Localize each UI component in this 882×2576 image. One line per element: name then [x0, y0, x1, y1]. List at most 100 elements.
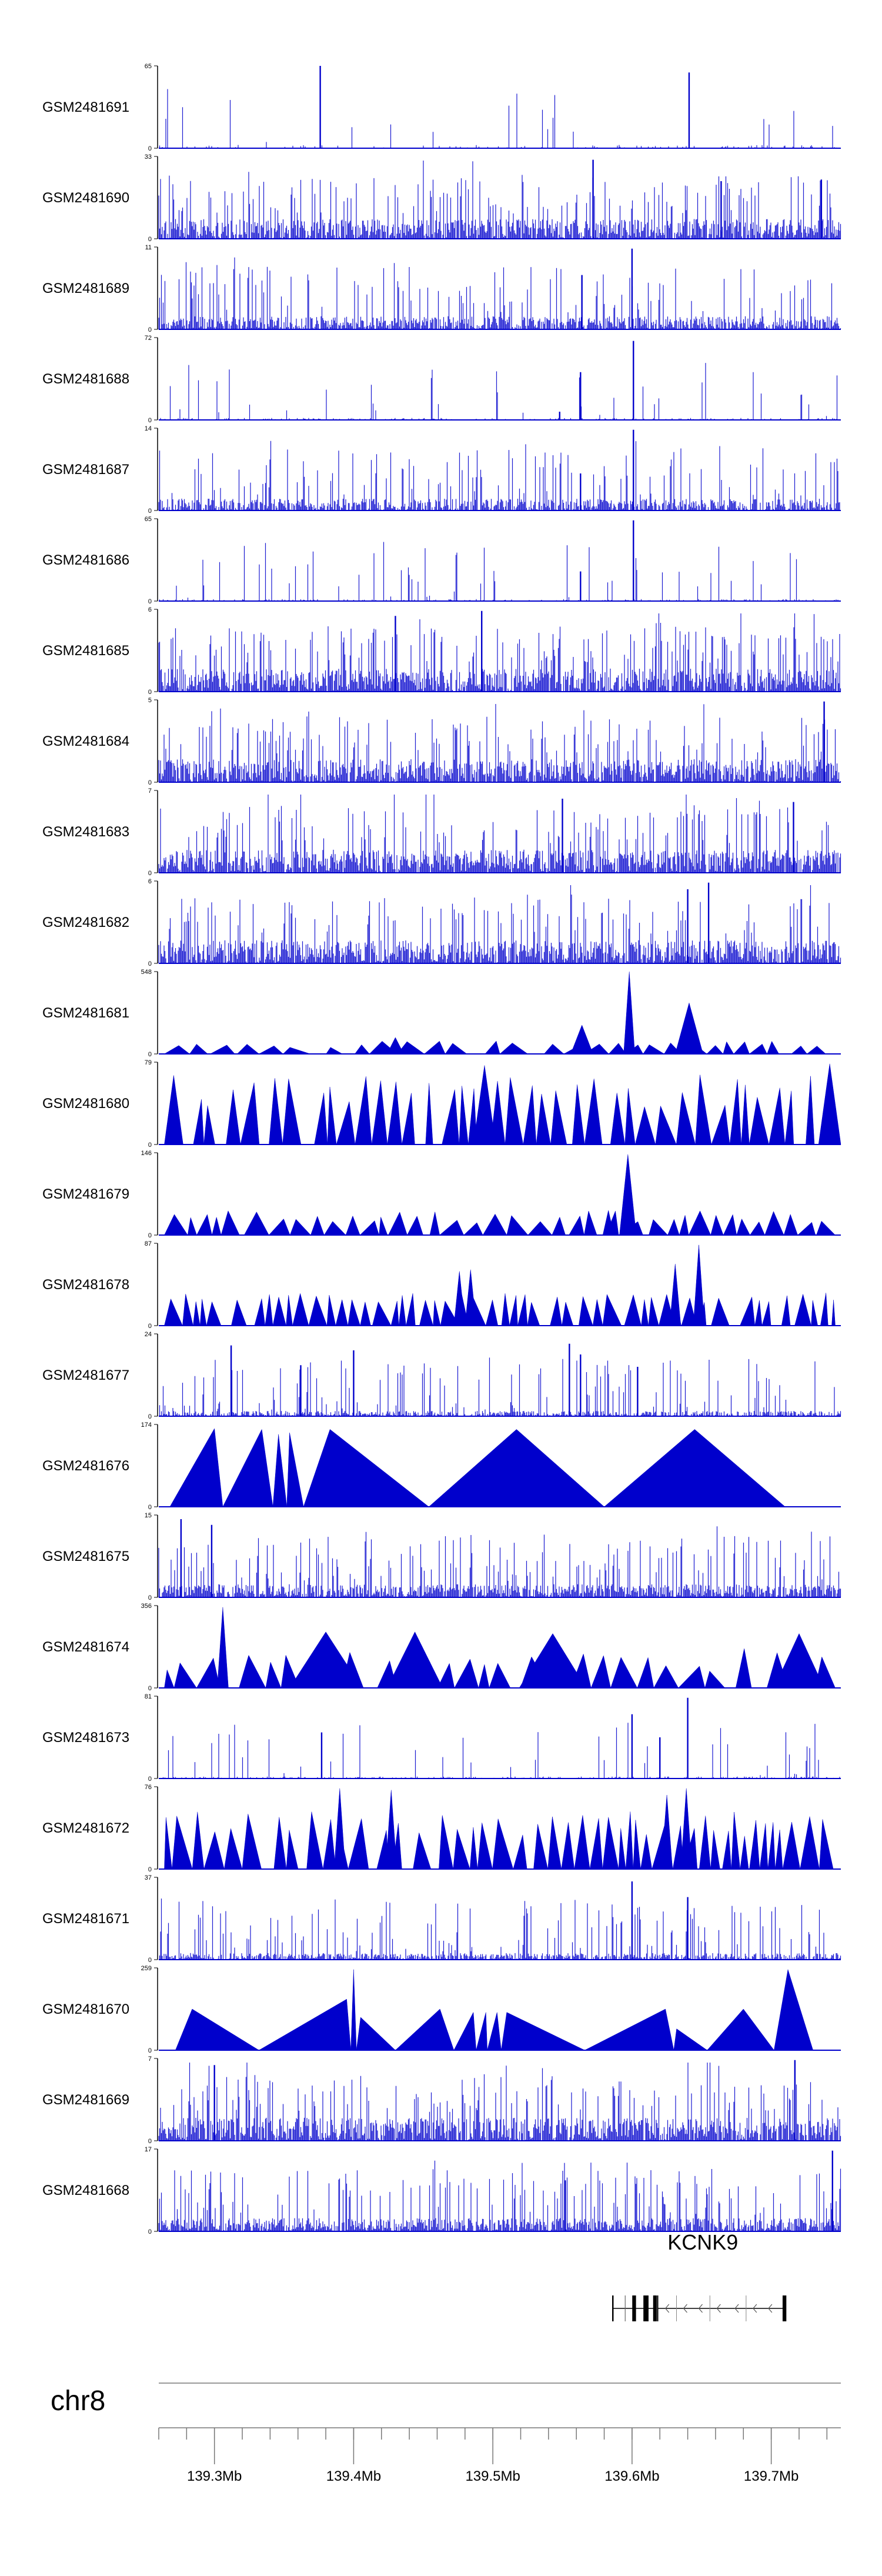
track-label: GSM2481684 — [42, 733, 129, 749]
track-label: GSM2481688 — [42, 371, 129, 387]
strand-arrow-icon — [698, 2304, 703, 2313]
signal-triangle-5 — [428, 1429, 605, 1507]
ymax-label: 146 — [141, 1150, 152, 1157]
ymax-label: 65 — [145, 63, 152, 70]
gene-label: KCNK9 — [667, 2230, 738, 2254]
track-label: GSM2481676 — [42, 1458, 129, 1474]
peak-3 — [386, 1037, 405, 1055]
ymax-label: 65 — [145, 516, 152, 523]
track-GSM2481689: GSM2481689 11 0 — [42, 244, 841, 333]
signal-triangles — [164, 1647, 836, 1689]
peak-3 — [669, 1263, 681, 1326]
ymin-label: 0 — [148, 1051, 152, 1058]
ymin-label: 0 — [148, 2138, 152, 2145]
ymin-label: 0 — [148, 1323, 152, 1330]
ymin-label: 0 — [148, 1685, 152, 1692]
signal-triangle-4 — [303, 1429, 430, 1507]
ymax-label: 6 — [148, 606, 152, 613]
track-GSM2481690: GSM2481690 33 0 — [42, 154, 841, 243]
track-GSM2481679: GSM2481679 146 0 — [42, 1150, 841, 1239]
ymin-label: 0 — [148, 145, 152, 152]
track-GSM2481684: GSM2481684 5 0 — [42, 697, 841, 786]
signal-bars — [160, 363, 838, 420]
track-label: GSM2481678 — [42, 1277, 129, 1293]
track-label: GSM2481677 — [42, 1367, 129, 1383]
ymin-label: 0 — [148, 2228, 152, 2235]
signal-bars — [158, 613, 841, 692]
signal-triangle-11 — [707, 2008, 774, 2051]
signal-bars — [158, 441, 841, 510]
tick-label: 139.7Mb — [744, 2468, 799, 2484]
ymax-label: 174 — [141, 1422, 152, 1429]
track-GSM2481673: GSM2481673 81 0 — [42, 1693, 841, 1783]
exon-0 — [632, 2295, 636, 2321]
peak-2 — [570, 1025, 593, 1055]
signal-bars — [162, 1723, 840, 1778]
chromosome-label: chr8 — [51, 2385, 105, 2417]
signal-triangle-3 — [286, 1432, 304, 1507]
tick-label: 139.3Mb — [187, 2468, 242, 2484]
peak-4 — [774, 1633, 824, 1689]
ymax-label: 24 — [145, 1331, 152, 1338]
signal-bars — [158, 2063, 841, 2141]
track-GSM2481678: GSM2481678 87 0 — [42, 1240, 841, 1330]
signal-bars — [159, 1357, 841, 1416]
ymax-label: 259 — [141, 1965, 152, 1972]
ymax-label: 548 — [141, 969, 152, 976]
signal-triangles — [164, 1811, 834, 1870]
track-GSM2481691: GSM2481691 65 0 — [42, 63, 841, 152]
track-label: GSM2481669 — [42, 2092, 129, 2108]
track-GSM2481675: GSM2481675 15 0 — [42, 1512, 841, 1601]
ymin-label: 0 — [148, 960, 152, 967]
signal-triangle-7 — [487, 2012, 502, 2051]
ymax-label: 7 — [148, 788, 152, 795]
signal-triangle-8 — [501, 2012, 585, 2051]
exon-3 — [782, 2295, 787, 2321]
peak-0 — [473, 1065, 496, 1145]
peak-3 — [519, 1633, 587, 1689]
strand-arrow-icon — [768, 2304, 773, 2313]
ymax-label: 356 — [141, 1603, 152, 1610]
genome-axis: chr8 139.3Mb 139.4Mb 139.5Mb 139.6Mb 139.7Mb — [51, 2383, 841, 2484]
track-GSM2481676: GSM2481676 174 0 — [42, 1422, 841, 1511]
track-GSM2481671: GSM2481671 37 0 — [42, 1874, 841, 1964]
ymin-label: 0 — [148, 598, 152, 605]
ymax-label: 5 — [148, 697, 152, 704]
signal-triangle-1 — [258, 1998, 351, 2051]
peak-2 — [386, 1631, 443, 1689]
signal-bars — [158, 257, 841, 329]
signal-bars — [158, 704, 841, 782]
peak-1 — [818, 1063, 841, 1145]
peak-1 — [674, 1002, 703, 1055]
ymin-label: 0 — [148, 236, 152, 243]
signal-bars — [158, 2160, 841, 2231]
ymin-label: 0 — [148, 1776, 152, 1783]
peak-0 — [619, 1154, 637, 1236]
track-GSM2481687: GSM2481687 14 0 — [42, 425, 841, 515]
track-GSM2481668: GSM2481668 17 0 — [42, 2146, 841, 2235]
track-label: GSM2481671 — [42, 1911, 129, 1927]
ymax-label: 87 — [145, 1240, 152, 1247]
exon-1 — [643, 2295, 649, 2321]
track-label: GSM2481679 — [42, 1186, 129, 1202]
ymin-label: 0 — [148, 1957, 152, 1964]
track-GSM2481685: GSM2481685 6 0 — [42, 606, 841, 696]
ymax-label: 17 — [145, 2146, 152, 2153]
signal-bars — [158, 885, 841, 963]
signal-triangle-0 — [169, 1428, 223, 1507]
ymin-label: 0 — [148, 2047, 152, 2054]
signal-triangle-3 — [356, 2017, 396, 2051]
track-label: GSM2481672 — [42, 1820, 129, 1836]
peak-0 — [623, 971, 635, 1055]
tick-label: 139.5Mb — [465, 2468, 520, 2484]
signal-bars — [159, 89, 838, 148]
signal-triangles — [164, 1293, 836, 1326]
ymax-label: 15 — [145, 1512, 152, 1519]
strand-arrow-icon — [716, 2304, 721, 2313]
tracks-panel: GSM2481691650GSM2481690330GSM2481689110G… — [42, 63, 841, 2235]
track-GSM2481681: GSM2481681 548 0 — [42, 969, 841, 1058]
signal-triangle-2 — [272, 1434, 288, 1507]
peak-2 — [680, 1788, 692, 1870]
signal-bars — [159, 1898, 841, 1960]
